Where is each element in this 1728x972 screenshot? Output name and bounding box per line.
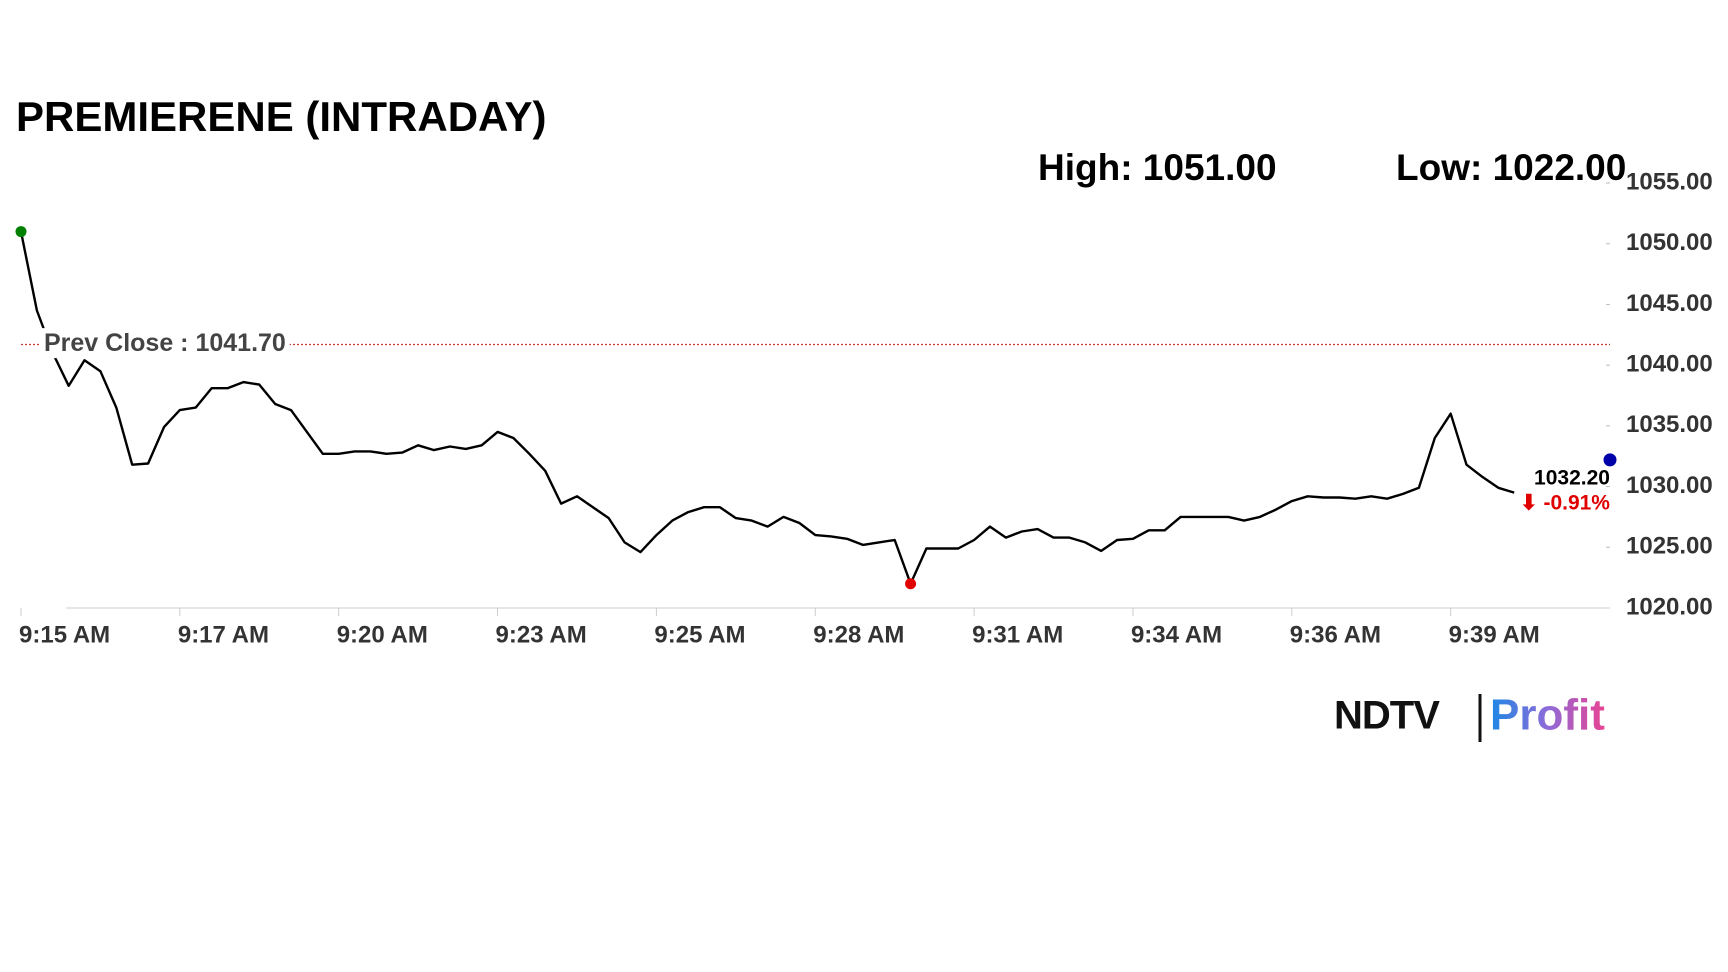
prev-close-label-bg	[40, 328, 290, 359]
y-tick-label: 1040.00	[1626, 350, 1713, 377]
price-line	[19, 231, 1515, 585]
low-marker	[905, 578, 917, 590]
y-tick-label: 1055.00	[1626, 168, 1713, 195]
y-tick-label: 1050.00	[1626, 229, 1713, 256]
high-label: High: 1051.00	[1038, 147, 1277, 188]
y-tick-label: 1045.00	[1626, 290, 1713, 317]
last-marker	[1603, 453, 1617, 467]
prev-close-label: Prev Close : 1041.70	[44, 329, 286, 357]
x-tick-label: 9:17 AM	[178, 621, 269, 648]
high-marker	[15, 226, 27, 238]
x-tick-label: 9:25 AM	[654, 621, 745, 648]
x-tick-label: 9:20 AM	[337, 621, 428, 648]
y-tick-label: 1025.00	[1626, 533, 1713, 560]
y-tick-label: 1035.00	[1626, 411, 1713, 438]
chart-title: PREMIERENE (INTRADAY)	[16, 93, 547, 140]
x-tick-label: 9:39 AM	[1449, 621, 1540, 648]
x-tick-label: 9:23 AM	[496, 621, 587, 648]
x-tick-label: 9:15 AM	[19, 621, 110, 648]
x-tick-label: 9:31 AM	[972, 621, 1063, 648]
y-tick-label: 1020.00	[1626, 593, 1713, 620]
x-tick-label: 9:28 AM	[813, 621, 904, 648]
logo-profit: Profit	[1490, 691, 1605, 740]
logo-ndtv: NDTV	[1334, 694, 1440, 738]
y-tick-label: 1030.00	[1626, 472, 1713, 499]
low-label: Low: 1022.00	[1396, 147, 1626, 188]
last-price-label: 1032.20	[1534, 467, 1610, 490]
change-label: ⬇ -0.91%	[1520, 492, 1610, 515]
x-tick-label: 9:34 AM	[1131, 621, 1222, 648]
logo: NDTV Profit	[1334, 691, 1605, 742]
x-tick-label: 9:36 AM	[1290, 621, 1381, 648]
